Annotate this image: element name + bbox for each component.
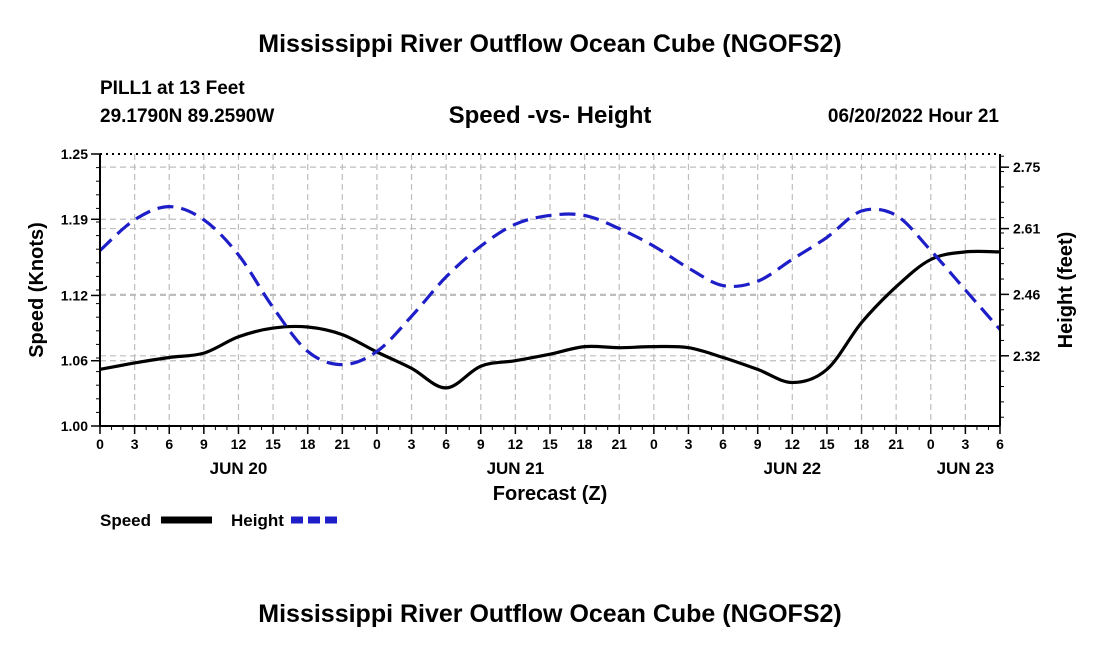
- x-tick-label: 15: [265, 436, 281, 452]
- y2-tick-label: 2.61: [1013, 221, 1040, 237]
- x-tick-label: 0: [927, 436, 935, 452]
- x-tick-label: 6: [719, 436, 727, 452]
- x-tick-label: 9: [754, 436, 762, 452]
- legend-speed-label: Speed: [100, 511, 151, 530]
- legend-height-label: Height: [231, 511, 284, 530]
- footer-title: Mississippi River Outflow Ocean Cube (NG…: [258, 600, 842, 628]
- series-line-speed: [99, 249, 1001, 390]
- y-tick-label: 1.25: [61, 146, 88, 162]
- x-day-label: JUN 21: [487, 459, 545, 478]
- y-axis-title: Speed (Knots): [26, 222, 48, 358]
- x-tick-label: 6: [996, 436, 1004, 452]
- x-tick-label: 18: [854, 436, 870, 452]
- y-tick-label: 1.12: [61, 287, 88, 303]
- chart-subtitle: Speed -vs- Height: [448, 102, 652, 129]
- x-tick-label: 3: [131, 436, 139, 452]
- y2-tick-label: 2.75: [1013, 159, 1040, 175]
- station-coordinates: 29.1790N 89.2590W: [100, 106, 275, 127]
- y2-tick-label: 2.46: [1013, 286, 1040, 302]
- x-tick-label: 21: [611, 436, 627, 452]
- x-tick-label: 12: [785, 436, 801, 452]
- x-day-label: JUN 22: [763, 459, 821, 478]
- x-tick-label: 21: [888, 436, 904, 452]
- y-tick-label: 1.00: [61, 418, 88, 434]
- series-line-height: [98, 205, 1002, 367]
- y2-tick-label: 2.32: [1013, 348, 1040, 364]
- x-tick-label: 6: [165, 436, 173, 452]
- x-tick-label: 15: [819, 436, 835, 452]
- x-tick-label: 21: [335, 436, 351, 452]
- chart-main-title: Mississippi River Outflow Ocean Cube (NG…: [258, 30, 842, 58]
- x-day-label: JUN 23: [937, 459, 995, 478]
- x-tick-label: 18: [300, 436, 316, 452]
- station-label: PILL1 at 13 Feet: [100, 78, 245, 99]
- x-tick-label: 6: [442, 436, 450, 452]
- forecast-date: 06/20/2022 Hour 21: [827, 106, 999, 127]
- x-tick-label: 3: [961, 436, 969, 452]
- y2-axis-title: Height (feet): [1055, 232, 1077, 349]
- y-tick-label: 1.06: [61, 353, 88, 369]
- x-tick-label: 12: [508, 436, 524, 452]
- x-tick-label: 3: [685, 436, 693, 452]
- x-tick-label: 12: [231, 436, 247, 452]
- x-tick-label: 3: [408, 436, 416, 452]
- x-axis-title: Forecast (Z): [493, 483, 607, 505]
- x-tick-label: 15: [542, 436, 558, 452]
- x-tick-label: 9: [477, 436, 485, 452]
- y-tick-label: 1.19: [61, 211, 88, 227]
- x-tick-label: 18: [577, 436, 593, 452]
- x-tick-label: 0: [96, 436, 104, 452]
- x-day-label: JUN 20: [210, 459, 268, 478]
- x-tick-label: 0: [373, 436, 381, 452]
- x-tick-label: 9: [200, 436, 208, 452]
- x-tick-label: 0: [650, 436, 658, 452]
